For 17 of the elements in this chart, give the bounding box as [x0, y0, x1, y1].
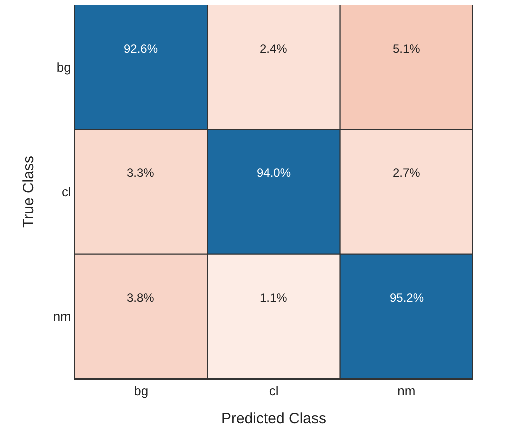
data-label: 2.4%	[260, 42, 288, 56]
data-label: 5.1%	[393, 42, 421, 56]
y-axis-title: True Class	[20, 156, 38, 228]
data-label: 3.8%	[127, 291, 155, 305]
x-axis-title: Predicted Class	[221, 410, 327, 428]
y-tick-label: bg	[56, 60, 72, 75]
y-tick-label: cl	[62, 184, 72, 200]
x-tick-label: nm	[398, 384, 416, 399]
data-label: 2.7%	[393, 166, 421, 180]
data-label: 94.0%	[257, 166, 292, 180]
x-tick-label: cl	[269, 384, 279, 399]
x-tick-label: bg	[134, 384, 149, 399]
data-label: 92.6%	[124, 42, 158, 56]
y-tick-label: nm	[53, 309, 72, 324]
data-label: 3.3%	[127, 166, 155, 180]
data-label: 95.2%	[390, 291, 424, 305]
data-label: 1.1%	[260, 291, 288, 305]
